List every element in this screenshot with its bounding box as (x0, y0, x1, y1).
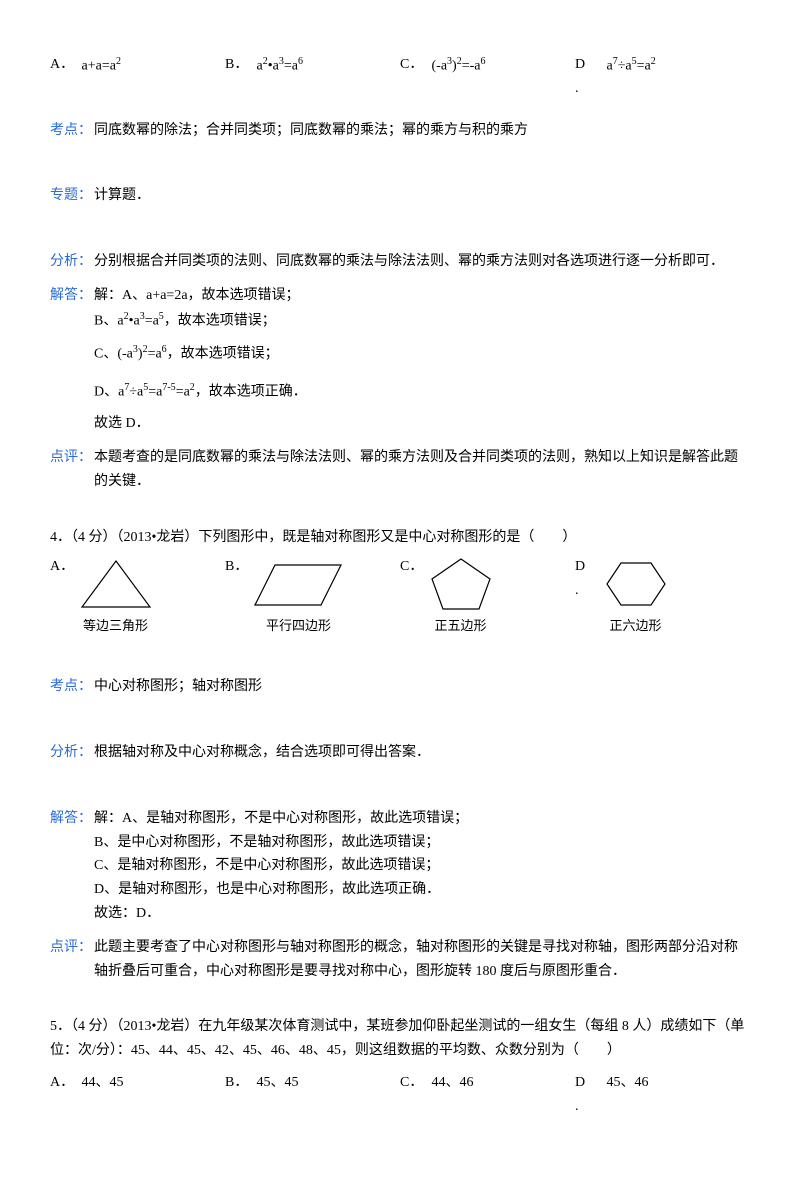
jieda-line-a: 解：A、a+a=2a，故本选项错误； (94, 284, 750, 308)
jieda-line-c: C、是轴对称图形，不是中心对称图形，故此选项错误； (94, 854, 750, 878)
opt-letter: C． (400, 53, 428, 77)
label-jieda: 解答： (50, 807, 94, 926)
q5-opt-d: D. 45、46 (575, 1071, 750, 1119)
q3-jieda: 解答： 解：A、a+a=2a，故本选项错误； B、a2•a3=a5，故本选项错误… (50, 284, 750, 436)
shape-caption: 等边三角形 (76, 615, 156, 637)
label-dianping: 点评： (50, 936, 94, 984)
opt-content: a+a=a2 (82, 53, 121, 78)
q4-jieda: 解答： 解：A、是轴对称图形，不是中心对称图形，故此选项错误； B、是中心对称图… (50, 807, 750, 926)
opt-content: a2•a3=a6 (257, 53, 303, 78)
opt-letter: A． (50, 555, 72, 579)
q3-options: A． a+a=a2 B． a2•a3=a6 C． (-a3)2=-a6 D. a… (50, 53, 750, 101)
jieda-answer: 故选 D． (94, 412, 750, 436)
parallelogram-icon (251, 555, 347, 613)
opt-letter: A． (50, 53, 78, 77)
q4-stem: 4．（4 分）（2013•龙岩）下列图形中，既是轴对称图形又是中心对称图形的是（… (50, 526, 750, 550)
fenxi-text: 根据轴对称及中心对称概念，结合选项即可得出答案． (94, 741, 750, 765)
q4-kaodian: 考点： 中心对称图形；轴对称图形 (50, 675, 750, 699)
label-fenxi: 分析： (50, 741, 94, 765)
opt-letter: B． (225, 555, 247, 579)
opt-content: a7÷a5=a2 (607, 53, 656, 78)
opt-content: (-a3)2=-a6 (432, 53, 486, 78)
label-dianping: 点评： (50, 446, 94, 494)
label-kaodian: 考点： (50, 675, 94, 699)
jieda-line-a: 解：A、是轴对称图形，不是中心对称图形，故此选项错误； (94, 807, 750, 831)
pentagon-icon (426, 555, 496, 613)
dianping-text: 此题主要考查了中心对称图形与轴对称图形的概念，轴对称图形的关键是寻找对称轴，图形… (94, 936, 750, 984)
opt-letter: B． (225, 1071, 253, 1095)
label-jieda: 解答： (50, 284, 94, 436)
q5-opt-c: C． 44、46 (400, 1071, 575, 1119)
opt-content: 44、46 (432, 1071, 474, 1095)
q3-fenxi: 分析： 分别根据合并同类项的法则、同底数幂的乘法与除法法则、幂的乘方法则对各选项… (50, 250, 750, 274)
jieda-line-b: B、是中心对称图形，不是轴对称图形，故此选项错误； (94, 831, 750, 855)
q3-opt-a: A． a+a=a2 (50, 53, 225, 101)
shape-b: B． 平行四边形 (225, 555, 400, 639)
q5-options: A． 44、45 B． 45、45 C． 44、46 D. 45、46 (50, 1071, 750, 1119)
kaodian-text: 同底数幂的除法；合并同类项；同底数幂的乘法；幂的乘方与积的乘方 (94, 119, 750, 143)
shape-caption: 正六边形 (601, 615, 671, 637)
jieda-line-c: C、(-a3)2=a6，故本选项错误； (94, 341, 750, 366)
q4-shapes: A． 等边三角形 B． 平行四边形 C． 正五边形 D. (50, 555, 750, 639)
kaodian-text: 中心对称图形；轴对称图形 (94, 675, 750, 699)
q4-dianping: 点评： 此题主要考查了中心对称图形与轴对称图形的概念，轴对称图形的关键是寻找对称… (50, 936, 750, 984)
jieda-line-d: D、a7÷a5=a7-5=a2，故本选项正确． (94, 379, 750, 404)
q4-fenxi: 分析： 根据轴对称及中心对称概念，结合选项即可得出答案． (50, 741, 750, 765)
jieda-answer: 故选：D． (94, 902, 750, 926)
opt-letter: B． (225, 53, 253, 77)
label-kaodian: 考点： (50, 119, 94, 143)
opt-letter: D. (575, 1071, 603, 1119)
opt-content: 45、46 (607, 1071, 649, 1095)
hexagon-icon (601, 555, 671, 613)
opt-letter: D. (575, 555, 597, 603)
q3-opt-c: C． (-a3)2=-a6 (400, 53, 575, 101)
jieda-line-d: D、是轴对称图形，也是中心对称图形，故此选项正确． (94, 878, 750, 902)
dianping-text: 本题考查的是同底数幂的乘法与除法法则、幂的乘方法则及合并同类项的法则，熟知以上知… (94, 446, 750, 494)
fenxi-text: 分别根据合并同类项的法则、同底数幂的乘法与除法法则、幂的乘方法则对各选项进行逐一… (94, 250, 750, 274)
opt-content: 45、45 (257, 1071, 299, 1095)
opt-letter: C． (400, 555, 422, 579)
shape-d: D. 正六边形 (575, 555, 750, 639)
q5-opt-b: B． 45、45 (225, 1071, 400, 1119)
q3-opt-d: D. a7÷a5=a2 (575, 53, 750, 101)
q3-kaodian: 考点： 同底数幂的除法；合并同类项；同底数幂的乘法；幂的乘方与积的乘方 (50, 119, 750, 143)
shape-caption: 平行四边形 (251, 615, 347, 637)
q3-dianping: 点评： 本题考查的是同底数幂的乘法与除法法则、幂的乘方法则及合并同类项的法则，熟… (50, 446, 750, 494)
q3-opt-b: B． a2•a3=a6 (225, 53, 400, 101)
triangle-icon (76, 555, 156, 613)
q3-zhuanti: 专题： 计算题． (50, 184, 750, 208)
shape-c: C． 正五边形 (400, 555, 575, 639)
opt-letter: D. (575, 53, 603, 101)
opt-letter: C． (400, 1071, 428, 1095)
zhuanti-text: 计算题． (94, 184, 750, 208)
label-zhuanti: 专题： (50, 184, 94, 208)
opt-content: 44、45 (82, 1071, 124, 1095)
shape-caption: 正五边形 (426, 615, 496, 637)
label-fenxi: 分析： (50, 250, 94, 274)
q5-opt-a: A． 44、45 (50, 1071, 225, 1119)
q5-stem: 5．（4 分）（2013•龙岩）在九年级某次体育测试中，某班参加仰卧起坐测试的一… (50, 1015, 750, 1063)
jieda-line-b: B、a2•a3=a5，故本选项错误； (94, 308, 750, 333)
shape-a: A． 等边三角形 (50, 555, 225, 639)
opt-letter: A． (50, 1071, 78, 1095)
